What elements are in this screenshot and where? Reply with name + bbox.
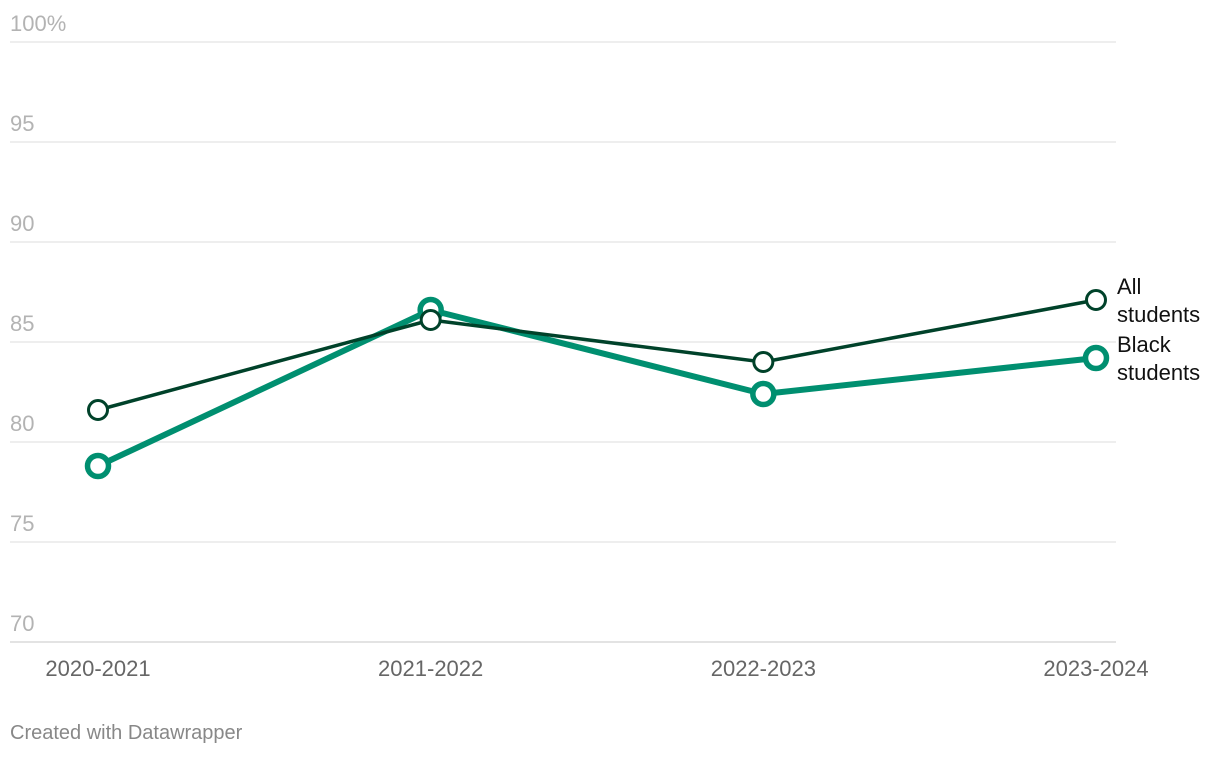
data-point-black-students[interactable]	[1082, 344, 1110, 372]
series-label-line: students	[1117, 360, 1200, 385]
series-labels: All students Black students	[1117, 274, 1200, 385]
data-point-all-students[interactable]	[419, 309, 442, 331]
chart-credit[interactable]: Created with Datawrapper	[10, 722, 243, 744]
series-line-black-students[interactable]	[95, 307, 1099, 469]
series-black-students	[95, 307, 1099, 469]
data-point-all-students[interactable]	[1085, 289, 1107, 311]
data-point-all-students[interactable]	[752, 351, 775, 373]
x-tick-label: 2021-2022	[378, 656, 483, 681]
y-tick-label: 80	[10, 411, 34, 436]
x-tick-label: 2022-2023	[711, 656, 816, 681]
line-chart: 100% 95 90 85 80 75 70 2020-2021 2021-2022 2022-…	[10, 11, 1200, 681]
y-axis-ticks: 100% 95 90 85 80 75 70	[10, 11, 66, 636]
x-tick-label: 2020-2021	[45, 656, 150, 681]
data-point-all-students[interactable]	[87, 399, 109, 421]
x-tick-label: 2023-2024	[1043, 656, 1148, 681]
series	[84, 289, 1110, 480]
y-tick-label: 70	[10, 611, 34, 636]
data-point-black-students[interactable]	[750, 380, 777, 408]
series-line-all-students[interactable]	[96, 298, 1098, 412]
series-label-all-students: All students	[1117, 274, 1200, 327]
x-axis-ticks: 2020-2021 2021-2022 2022-2023 2023-2024	[45, 656, 1148, 681]
y-tick-label: 85	[10, 311, 34, 336]
series-all-students	[96, 298, 1098, 412]
series-label-line: students	[1117, 302, 1200, 327]
grid	[10, 41, 1116, 643]
y-tick-label: 75	[10, 511, 34, 536]
y-tick-label: 90	[10, 211, 34, 236]
series-label-line: Black	[1117, 332, 1172, 357]
data-point-black-students[interactable]	[84, 452, 112, 480]
series-label-line: All	[1117, 274, 1141, 299]
y-tick-label: 100%	[10, 11, 66, 36]
y-tick-label: 95	[10, 111, 34, 136]
series-label-black-students: Black students	[1117, 332, 1200, 385]
